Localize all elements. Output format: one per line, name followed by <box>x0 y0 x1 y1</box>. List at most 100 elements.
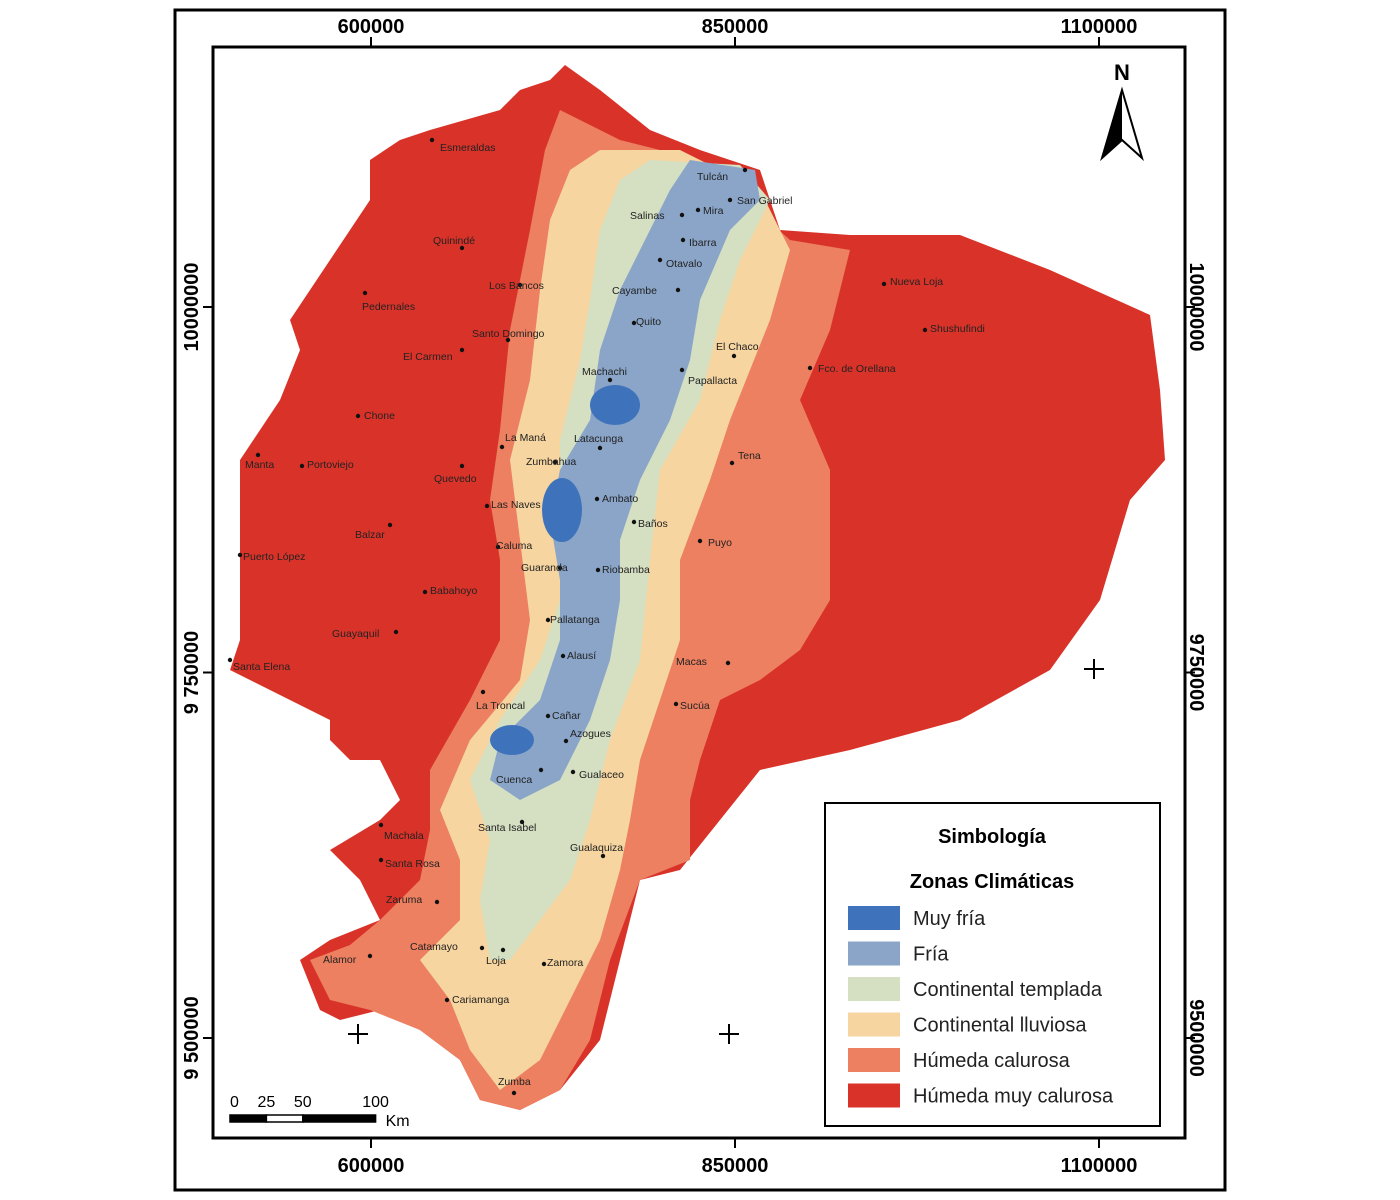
city-label: Azogues <box>570 728 611 740</box>
city-dot <box>299 463 305 469</box>
legend-swatch <box>848 941 900 966</box>
x-tick-label: 850000 <box>702 16 769 38</box>
city-label: Baños <box>638 518 668 530</box>
scale-segment <box>302 1114 377 1123</box>
city-dot <box>479 945 485 951</box>
city-label: Otavalo <box>666 258 702 270</box>
city-label: Machala <box>384 830 424 842</box>
city-label: Alausí <box>567 650 596 662</box>
city-dot <box>673 701 679 707</box>
legend-label: Muy fría <box>913 908 986 930</box>
city-label: Catamayo <box>410 941 458 953</box>
city-dot <box>355 413 361 419</box>
city-dot <box>378 857 384 863</box>
city-label: Mira <box>703 205 724 217</box>
city-dot <box>387 522 393 528</box>
city-dot <box>227 657 233 663</box>
cross <box>348 659 1104 1044</box>
north-arrow-half <box>1102 90 1122 158</box>
legend-label: Continental templada <box>913 979 1103 1001</box>
legend-label: Fría <box>913 944 949 966</box>
city-dot <box>367 953 373 959</box>
scale-segment <box>265 1114 304 1123</box>
x-tick-label: 850000 <box>702 1155 769 1177</box>
legend-label: Húmeda calurosa <box>913 1050 1071 1072</box>
city-dot <box>393 629 399 635</box>
legend-swatch <box>848 1012 900 1037</box>
city-dot <box>545 617 551 623</box>
country <box>230 65 1165 1110</box>
city-dot <box>725 660 731 666</box>
scale-segment <box>229 1114 268 1123</box>
city-label: Machachi <box>582 366 627 378</box>
city-dot <box>362 290 368 296</box>
city-dot <box>807 365 813 371</box>
zone-very-cold <box>490 725 534 755</box>
x-tick-label: 1100000 <box>1061 1155 1138 1177</box>
city-dot <box>594 496 600 502</box>
city-label: Macas <box>676 656 707 668</box>
city-label: Chone <box>364 410 395 422</box>
city-dot <box>511 1090 517 1096</box>
city-label: Latacunga <box>574 433 623 445</box>
city-label: Santa Rosa <box>385 858 440 870</box>
city-label: Gualaceo <box>579 769 624 781</box>
city-label: Zaruma <box>386 894 422 906</box>
city-label: Nueva Loja <box>890 276 943 288</box>
city-label: Cayambe <box>612 285 657 297</box>
city-label: Papallacta <box>688 375 737 387</box>
x-tick-label: 1100000 <box>1061 16 1138 38</box>
city-label: Manta <box>245 459 274 471</box>
legend-swatch <box>848 977 900 1001</box>
city-label: Portoviejo <box>307 459 354 471</box>
city-dot <box>680 237 686 243</box>
city-dot <box>422 589 428 595</box>
city-dot <box>597 445 603 451</box>
city-dot <box>517 282 523 288</box>
scale-label: 0 <box>230 1094 239 1111</box>
city-dot <box>560 653 566 659</box>
city-label: Quinindé <box>433 235 475 247</box>
city-dot <box>697 538 703 544</box>
city-label: Fco. de Orellana <box>818 363 896 375</box>
city-label: Salinas <box>630 210 664 222</box>
legend-label: Continental lluviosa <box>913 1015 1087 1037</box>
city-label: Los Bancos <box>489 280 544 292</box>
city-label: Zamora <box>547 957 583 969</box>
city-dot <box>541 961 547 967</box>
city-dot <box>679 212 685 218</box>
city-dot <box>922 327 928 333</box>
cities: Esmeraldas Tulcán San Gabriel Mira Salinas Ib… <box>227 137 985 1096</box>
city-label: Esmeraldas <box>440 142 495 154</box>
city-dot <box>679 367 685 373</box>
y-tick-label: 10000000 <box>1185 263 1207 352</box>
city-label: Loja <box>486 955 506 967</box>
scale-label: 25 <box>258 1094 276 1111</box>
city-dot <box>459 463 465 469</box>
city-dot <box>742 167 748 173</box>
city-label: Las Naves <box>491 499 541 511</box>
city-label: Tena <box>738 450 761 462</box>
city-dot <box>731 353 737 359</box>
city-label: La Troncal <box>476 700 525 712</box>
city-label: Babahoyo <box>430 585 477 597</box>
city-label: Caluma <box>496 540 532 552</box>
city-dot <box>570 769 576 775</box>
city-dot <box>595 567 601 573</box>
city-label: Guayaquil <box>332 628 379 640</box>
city-dot <box>563 738 569 744</box>
city-label: Cuenca <box>496 774 532 786</box>
city-label: El Chaco <box>716 341 759 353</box>
y-tick-label: 9 750000 <box>181 631 203 714</box>
city-label: Ambato <box>602 493 638 505</box>
city-dot <box>495 544 501 550</box>
legend-swatch <box>848 906 900 930</box>
city-label: Gualaquiza <box>570 842 623 854</box>
zone-very-cold <box>542 478 582 542</box>
city-label: San Gabriel <box>737 195 792 207</box>
legend-label: Húmeda muy calurosa <box>913 1086 1114 1108</box>
city-dot <box>545 713 551 719</box>
city-label: Cañar <box>552 710 581 722</box>
